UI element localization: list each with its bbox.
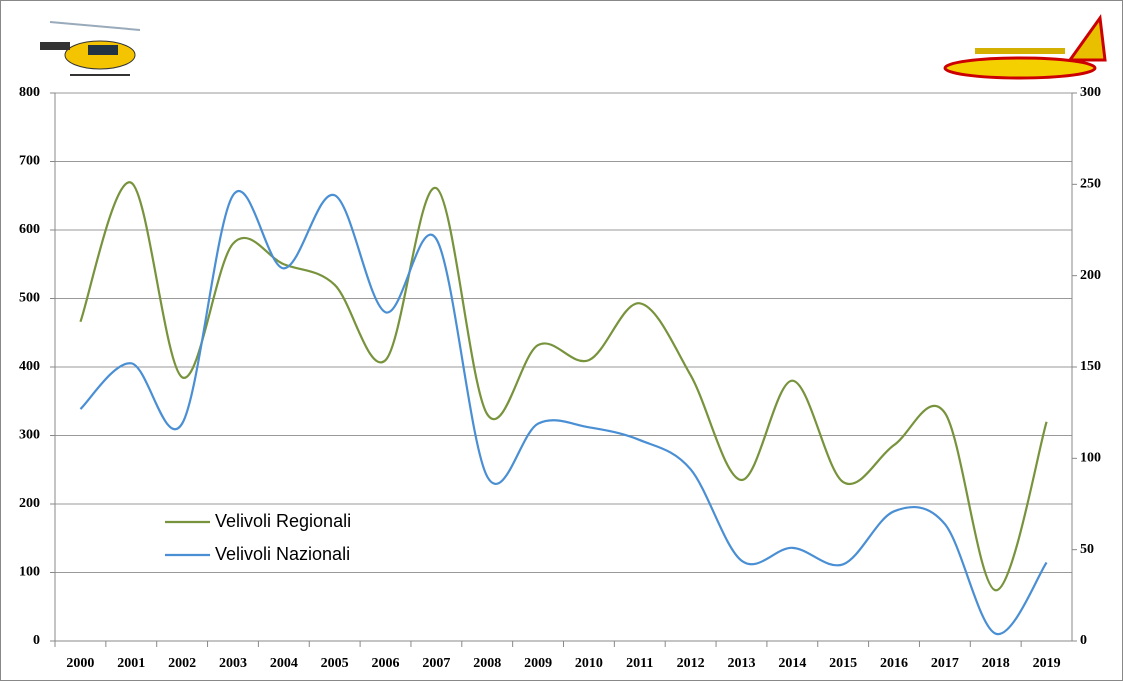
y2-tick-label: 300 — [1080, 85, 1101, 100]
x-tick-label: 2005 — [321, 656, 349, 671]
x-tick-label: 2000 — [66, 656, 94, 671]
x-tick-label: 2012 — [677, 656, 705, 671]
x-tick-label: 2001 — [117, 656, 145, 671]
x-tick-label: 2018 — [982, 656, 1010, 671]
y2-tick-label: 0 — [1080, 633, 1087, 648]
x-tick-label: 2015 — [829, 656, 857, 671]
y2-tick-label: 50 — [1080, 542, 1094, 557]
x-tick-label: 2002 — [168, 656, 196, 671]
x-tick-label: 2008 — [473, 656, 501, 671]
x-tick-label: 2011 — [626, 656, 653, 671]
y-tick-label: 800 — [19, 85, 40, 100]
y2-tick-label: 100 — [1080, 451, 1101, 466]
y-tick-label: 400 — [19, 359, 40, 374]
x-tick-label: 2019 — [1033, 656, 1061, 671]
y2-tick-label: 200 — [1080, 268, 1101, 283]
y-tick-label: 600 — [19, 222, 40, 237]
x-tick-label: 2009 — [524, 656, 552, 671]
legend-label: Velivoli Regionali — [215, 511, 351, 531]
x-tick-label: 2013 — [727, 656, 755, 671]
x-tick-label: 2016 — [880, 656, 908, 671]
chart: 0 100 200 300 400 500 600 700 800 0 50 100 150 200 250… — [0, 0, 1123, 681]
y-tick-label: 700 — [19, 154, 40, 169]
x-tick-label: 2006 — [372, 656, 400, 671]
y-tick-label: 200 — [19, 496, 40, 511]
y2-tick-label: 250 — [1080, 177, 1101, 192]
x-tick-label: 2014 — [778, 656, 806, 671]
y-tick-label: 100 — [19, 565, 40, 580]
x-tick-label: 2010 — [575, 656, 603, 671]
y2-tick-label: 150 — [1080, 359, 1101, 374]
y-tick-label: 500 — [19, 291, 40, 306]
x-tick-label: 2007 — [422, 656, 450, 671]
x-tick-label: 2004 — [270, 656, 298, 671]
y-tick-label: 300 — [19, 428, 40, 443]
legend-label: Velivoli Nazionali — [215, 544, 350, 564]
x-tick-label: 2003 — [219, 656, 247, 671]
x-tick-label: 2017 — [931, 656, 959, 671]
y-tick-label: 0 — [33, 633, 40, 648]
